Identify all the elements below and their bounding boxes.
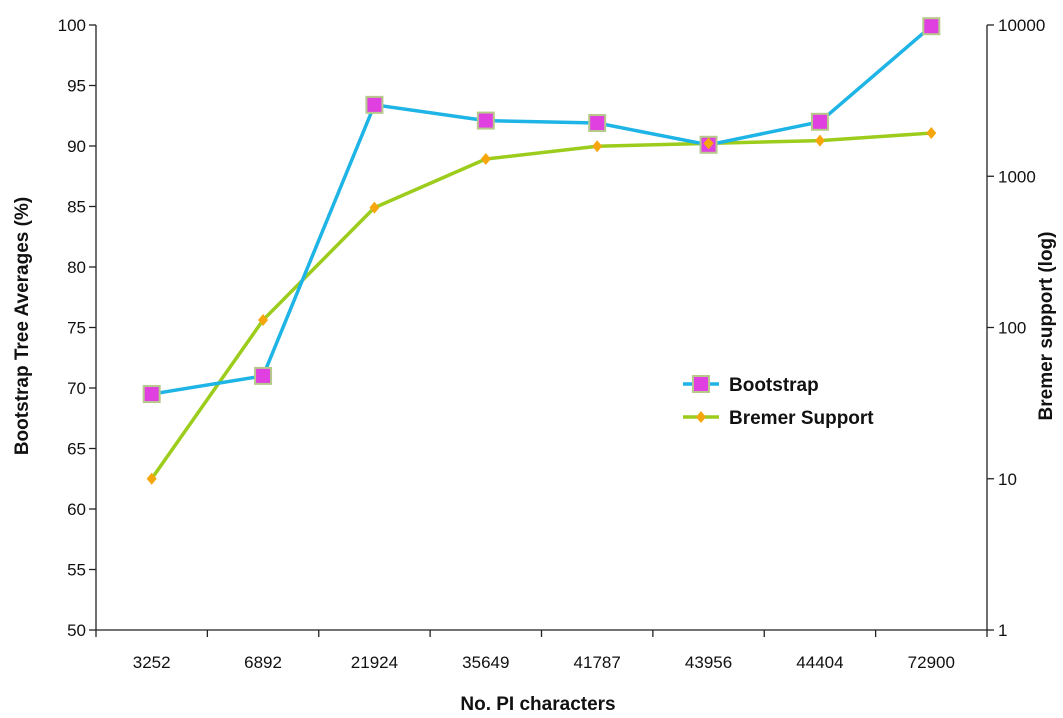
x-axis-title: No. PI characters xyxy=(460,694,615,715)
bootstrap-point xyxy=(922,17,941,36)
bootstrap-point xyxy=(588,114,607,133)
x-tick-label: 21924 xyxy=(351,653,398,672)
y-tick-label: 50 xyxy=(67,621,86,640)
y-tick-label: 100 xyxy=(58,16,86,35)
x-tick-label: 44404 xyxy=(796,653,843,672)
y2-tick-label: 10000 xyxy=(998,16,1045,35)
y2-tick-label: 10 xyxy=(998,470,1017,489)
y-tick-label: 85 xyxy=(67,198,86,217)
y2-tick-label: 1 xyxy=(998,621,1007,640)
legend-marker-bremer-support xyxy=(696,411,706,423)
x-tick-label: 41787 xyxy=(574,653,621,672)
legend-label-bootstrap: Bootstrap xyxy=(729,375,819,396)
bremer-support-point xyxy=(814,134,825,147)
series-line-bremer-support xyxy=(150,131,932,480)
x-tick-label: 6892 xyxy=(244,653,282,672)
y-axis-title: Bootstrap Tree Averages (%) xyxy=(12,197,33,455)
legend-label-bremer-support: Bremer Support xyxy=(729,408,874,429)
y2-tick-label: 100 xyxy=(998,319,1026,338)
y2-axis-title: Bremer support (log) xyxy=(1036,232,1057,421)
bremer-support-point xyxy=(258,314,269,327)
plot-area xyxy=(142,17,941,485)
y-tick-label: 75 xyxy=(67,319,86,338)
bremer-support-point xyxy=(146,472,157,485)
bootstrap-point xyxy=(142,385,161,404)
legend-marker-bootstrap xyxy=(692,375,710,393)
y-tick-label: 80 xyxy=(67,258,86,277)
bremer-support-point xyxy=(926,127,937,140)
y-tick-label: 70 xyxy=(67,379,86,398)
bremer-support-point xyxy=(703,137,714,150)
axes: 50 55 60 65 70 75 80 85 90 95 100 1 10 100 1000 10000 32… xyxy=(58,16,1046,672)
bootstrap-point xyxy=(365,95,384,114)
legend: Bootstrap Bremer Support xyxy=(683,375,874,429)
bootstrap-point xyxy=(254,366,273,385)
bootstrap-point xyxy=(810,112,829,131)
y-tick-label: 55 xyxy=(67,561,86,580)
series-line-bootstrap xyxy=(151,24,933,396)
bootstrap-point xyxy=(476,111,495,130)
bremer-support-point xyxy=(592,140,603,153)
y-tick-label: 90 xyxy=(67,137,86,156)
bremer-support-point xyxy=(480,153,491,166)
x-tick-label: 35649 xyxy=(462,653,509,672)
x-tick-label: 72900 xyxy=(908,653,955,672)
y-tick-label: 95 xyxy=(67,77,86,96)
x-tick-label: 43956 xyxy=(685,653,732,672)
x-tick-label: 3252 xyxy=(133,653,171,672)
y-tick-label: 65 xyxy=(67,440,86,459)
bremer-support-point xyxy=(369,201,380,214)
y2-tick-label: 1000 xyxy=(998,167,1036,186)
y-tick-label: 60 xyxy=(67,500,86,519)
